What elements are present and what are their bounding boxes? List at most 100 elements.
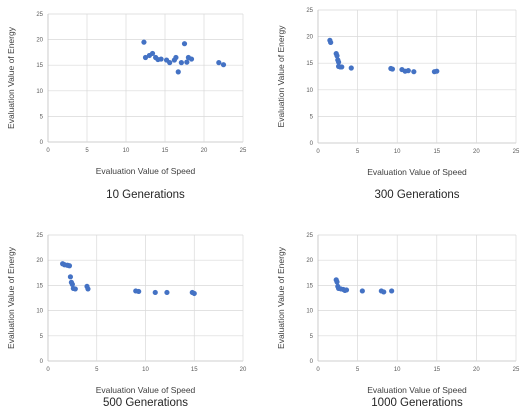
x-axis-title: Evaluation Value of Speed	[96, 385, 196, 395]
y-tick-label: 5	[310, 114, 314, 120]
data-point	[181, 41, 188, 47]
x-axis-title: Evaluation Value of Speed	[367, 167, 467, 177]
y-tick-label: 25	[36, 12, 43, 18]
scatter-panel-1: 0 5 10 15 20 25 0 5 10 15 20 25 Evaluation Value of …	[276, 8, 520, 201]
y-tick-label: 20	[306, 35, 313, 41]
y-tick-label: 0	[310, 141, 314, 147]
x-axis-title: Evaluation Value of Speed	[367, 385, 467, 395]
y-axis-title: Evaluation Value of Energy	[6, 246, 16, 349]
y-tick-label: 10	[306, 309, 313, 315]
data-point	[178, 60, 184, 66]
y-tick-label: 25	[306, 233, 313, 239]
x-tick-label: 25	[513, 367, 520, 373]
x-tick-label: 20	[473, 367, 480, 373]
data-point	[411, 69, 417, 75]
x-tick-label: 15	[433, 367, 440, 373]
x-tick-label: 5	[356, 149, 360, 155]
x-axis-title: Evaluation Value of Speed	[96, 166, 196, 176]
x-tick-label: 15	[162, 148, 169, 154]
panel-caption: 500 Generations	[103, 397, 188, 409]
y-tick-label: 0	[310, 359, 314, 365]
y-axis-title: Evaluation Value of Energy	[276, 246, 286, 349]
y-tick-label: 5	[310, 334, 314, 340]
panel-caption: 1000 Generations	[371, 397, 463, 409]
y-tick-label: 10	[36, 89, 43, 95]
x-tick-label: 0	[316, 149, 320, 155]
y-tick-label: 15	[36, 283, 43, 289]
y-tick-label: 10	[306, 88, 313, 94]
data-point	[339, 64, 345, 70]
x-tick-label: 20	[201, 148, 208, 154]
scatter-panel-3: 0 5 10 15 20 25 0 5 10 15 20 25 Evaluation Value of …	[276, 233, 520, 409]
x-tick-label: 20	[473, 149, 480, 155]
x-tick-label: 10	[394, 149, 401, 155]
data-point	[348, 65, 354, 71]
data-point	[328, 39, 334, 46]
x-tick-label: 25	[513, 149, 520, 155]
data-point	[220, 62, 227, 68]
panel-caption: 10 Generations	[106, 189, 185, 201]
data-point	[188, 56, 195, 62]
y-tick-label: 15	[306, 283, 313, 289]
y-tick-label: 25	[306, 8, 313, 14]
data-point	[389, 288, 395, 294]
y-tick-label: 0	[40, 359, 44, 365]
y-tick-label: 20	[306, 258, 313, 264]
data-point	[152, 289, 158, 296]
x-tick-label: 5	[356, 367, 360, 373]
data-point	[343, 287, 350, 293]
data-point	[334, 279, 340, 285]
scatter-panel-0: 0 5 10 15 20 25 0 5 10 15 20 25 Evaluation Value of …	[6, 12, 247, 201]
data-point	[85, 286, 91, 292]
data-point	[216, 60, 222, 66]
x-tick-label: 0	[316, 367, 320, 373]
data-point	[69, 281, 75, 287]
x-tick-label: 15	[191, 367, 198, 373]
data-point	[184, 59, 190, 65]
y-tick-label: 10	[36, 309, 43, 315]
data-point	[434, 68, 440, 74]
data-point	[335, 59, 342, 65]
y-tick-label: 15	[306, 61, 313, 67]
y-tick-label: 25	[36, 233, 43, 239]
panel-caption: 300 Generations	[374, 189, 459, 201]
data-point	[359, 288, 365, 294]
data-point	[66, 263, 73, 269]
data-point	[164, 289, 170, 296]
x-tick-label: 10	[123, 148, 130, 154]
data-point	[175, 69, 181, 75]
data-point	[191, 290, 197, 297]
data-point	[142, 54, 149, 61]
data-point	[141, 39, 147, 45]
data-point	[405, 68, 411, 74]
data-point	[173, 54, 179, 61]
data-point	[158, 56, 164, 62]
x-tick-label: 15	[433, 149, 440, 155]
x-tick-label: 25	[240, 148, 247, 154]
x-tick-label: 20	[240, 367, 247, 373]
y-tick-label: 20	[36, 258, 43, 264]
x-tick-label: 5	[85, 148, 89, 154]
y-axis-title: Evaluation Value of Energy	[6, 26, 16, 129]
y-tick-label: 0	[40, 140, 44, 146]
data-point	[334, 53, 340, 59]
x-tick-label: 0	[46, 148, 50, 154]
y-axis-title: Evaluation Value of Energy	[276, 25, 286, 128]
y-tick-label: 5	[40, 114, 44, 120]
y-tick-label: 15	[36, 63, 43, 69]
x-tick-label: 10	[142, 367, 149, 373]
data-point	[389, 66, 396, 72]
data-point	[72, 286, 78, 292]
scatter-panel-2: 0 5 10 15 20 25 0 5 10 15 20 Evaluation Value of Sp…	[6, 233, 247, 409]
y-tick-label: 20	[36, 38, 43, 44]
data-point	[136, 288, 142, 295]
data-point	[381, 289, 387, 295]
x-tick-label: 0	[46, 367, 50, 373]
data-point	[167, 60, 173, 66]
x-tick-label: 10	[394, 367, 401, 373]
y-tick-label: 5	[40, 334, 44, 340]
x-tick-label: 5	[95, 367, 99, 373]
data-point	[149, 50, 156, 57]
data-point	[67, 274, 74, 280]
